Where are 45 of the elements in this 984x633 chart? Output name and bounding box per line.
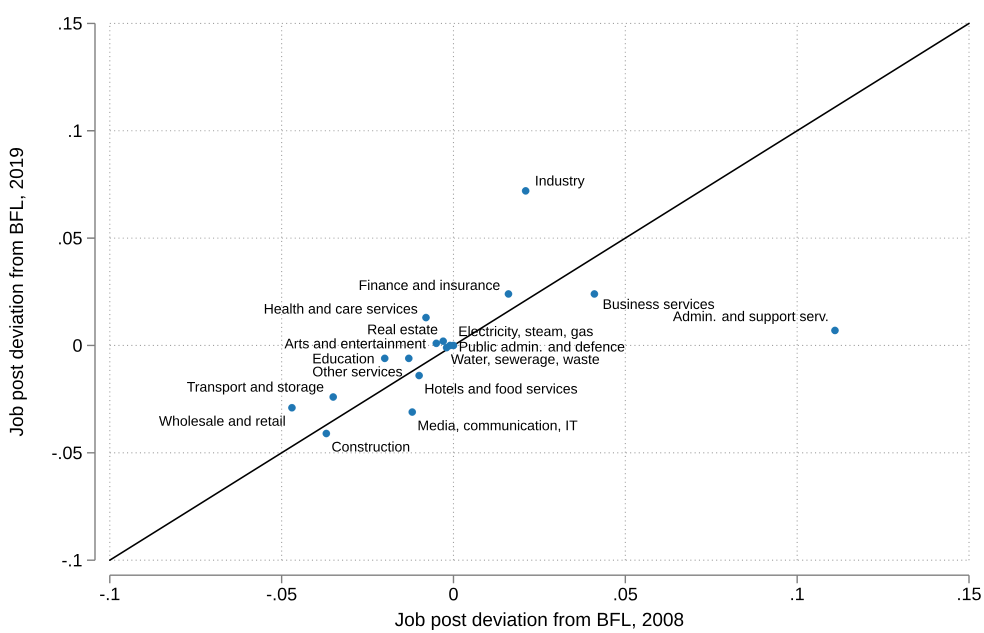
- y-axis-title: Job post deviation from BFL, 2019: [9, 148, 27, 436]
- annotation: Real estate: [368, 324, 438, 334]
- point: [422, 314, 430, 322]
- y-tick-label: .15: [59, 17, 82, 30]
- y-tick-label: -.1: [62, 554, 82, 566]
- x-tick-label: .1: [791, 588, 804, 600]
- y-tick-label: .05: [59, 232, 82, 244]
- annotation: Transport and storage: [187, 381, 324, 395]
- x-tick-label: 0: [449, 588, 458, 600]
- point: [831, 326, 839, 334]
- point: [590, 290, 598, 298]
- y-tick-label: -.05: [52, 446, 82, 460]
- point: [380, 354, 389, 362]
- point: [504, 290, 512, 298]
- y-tick-label: .1: [69, 124, 82, 137]
- x-tick-label: .15: [958, 588, 981, 600]
- point: [322, 430, 330, 438]
- annotation: Arts and entertainment: [284, 338, 426, 348]
- point: [288, 404, 296, 412]
- annotation: Hotels and food services: [425, 383, 578, 394]
- point: [432, 340, 440, 348]
- annotation: Industry: [536, 175, 585, 188]
- annotation: Construction: [332, 441, 410, 452]
- y-tick-label: 0: [73, 339, 82, 352]
- point: [405, 354, 413, 362]
- x-tick-label: -.05: [266, 588, 296, 600]
- point: [415, 372, 423, 380]
- point: [408, 408, 416, 416]
- point: [329, 393, 337, 401]
- point: [442, 344, 450, 352]
- x-tick-label: -.1: [100, 588, 120, 600]
- annotation: Education: [313, 353, 374, 364]
- point: [522, 187, 530, 195]
- point: [439, 337, 447, 345]
- annotation: Other services: [313, 366, 402, 377]
- annotation: Media, communication, IT: [418, 420, 578, 432]
- x-axis-title: Job post deviation from BFL, 2008: [395, 612, 684, 630]
- annotation: Water, sewerage, waste: [450, 354, 600, 367]
- annotation: Wholesale and retail: [158, 416, 285, 426]
- annotation: Business services: [604, 298, 714, 310]
- annotation: Health and care services: [264, 303, 418, 314]
- x-tick-label: .05: [614, 588, 638, 600]
- annotation: Admin. and support serv.: [672, 310, 828, 324]
- annotation: Finance and insurance: [360, 280, 500, 290]
- annotation: Public admin. and defence: [460, 341, 624, 352]
